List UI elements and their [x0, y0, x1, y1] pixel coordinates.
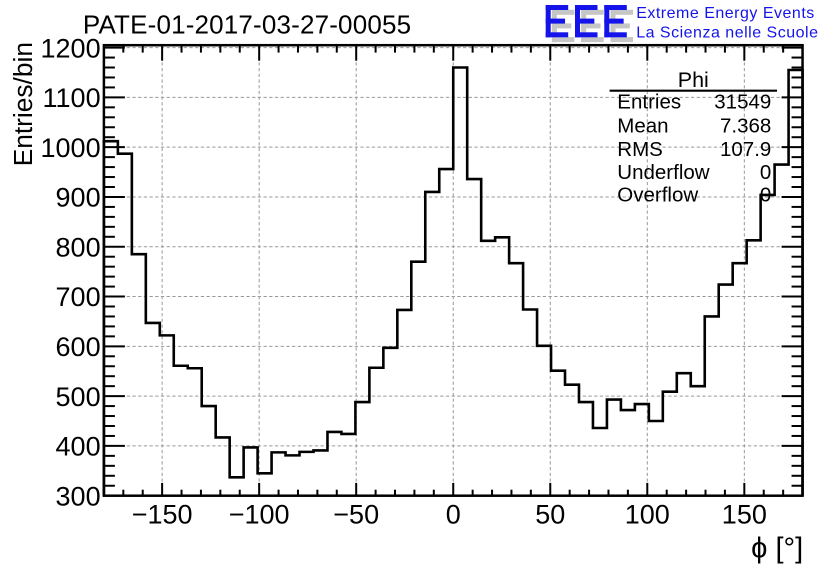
- svg-text:−50: −50: [333, 499, 379, 529]
- svg-text:1100: 1100: [43, 83, 101, 113]
- svg-text:1200: 1200: [41, 33, 101, 63]
- svg-text:500: 500: [56, 382, 101, 412]
- svg-text:Phi: Phi: [678, 68, 709, 92]
- svg-text:700: 700: [56, 282, 101, 312]
- svg-text:400: 400: [56, 432, 101, 462]
- svg-text:900: 900: [56, 183, 101, 213]
- svg-text:1000: 1000: [41, 133, 101, 163]
- svg-text:0: 0: [760, 184, 771, 207]
- svg-text:Entries: Entries: [617, 90, 681, 113]
- svg-text:PATE-01-2017-03-27-00055: PATE-01-2017-03-27-00055: [83, 10, 411, 40]
- svg-text:Mean: Mean: [617, 114, 668, 137]
- svg-text:50: 50: [535, 499, 565, 529]
- svg-text:7.368: 7.368: [720, 114, 771, 137]
- svg-text:300: 300: [56, 481, 101, 511]
- svg-text:Entries/bin: Entries/bin: [8, 42, 38, 166]
- svg-text:107.9: 107.9: [720, 138, 771, 161]
- svg-text:La Scienza nelle Scuole: La Scienza nelle Scuole: [636, 25, 818, 42]
- svg-text:Underflow: Underflow: [617, 161, 709, 184]
- svg-text:100: 100: [625, 499, 670, 529]
- svg-text:Extreme Energy Events: Extreme Energy Events: [636, 5, 815, 22]
- svg-text:−150: −150: [132, 499, 193, 529]
- svg-text:ϕ [°]: ϕ [°]: [751, 532, 803, 564]
- svg-text:600: 600: [56, 332, 101, 362]
- svg-text:Overflow: Overflow: [617, 184, 698, 207]
- svg-text:RMS: RMS: [617, 138, 663, 161]
- svg-text:0: 0: [446, 499, 461, 529]
- svg-text:0: 0: [760, 161, 771, 184]
- svg-text:31549: 31549: [714, 90, 771, 113]
- svg-text:150: 150: [722, 499, 767, 529]
- svg-text:800: 800: [56, 232, 101, 262]
- svg-text:−100: −100: [229, 499, 290, 529]
